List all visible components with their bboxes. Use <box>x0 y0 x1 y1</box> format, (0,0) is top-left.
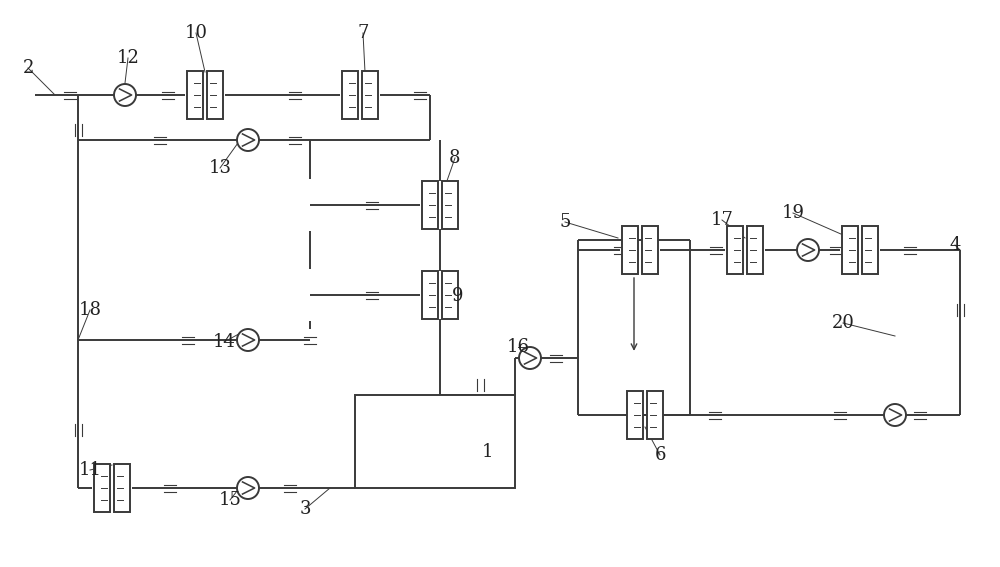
Bar <box>647 391 663 439</box>
Bar <box>627 391 643 439</box>
Text: 6: 6 <box>654 446 666 464</box>
Circle shape <box>237 477 259 499</box>
Bar <box>207 71 223 119</box>
Bar <box>187 71 203 119</box>
Circle shape <box>237 329 259 351</box>
Bar <box>727 226 743 274</box>
Text: 7: 7 <box>357 24 369 42</box>
Text: 5: 5 <box>559 213 571 231</box>
Bar <box>442 271 458 319</box>
Text: 4: 4 <box>949 236 961 254</box>
Text: 11: 11 <box>78 461 102 479</box>
Text: 2: 2 <box>22 59 34 77</box>
Text: 13: 13 <box>208 159 232 177</box>
Bar <box>342 71 358 119</box>
Bar <box>422 181 438 229</box>
Text: 12: 12 <box>117 49 139 67</box>
Bar <box>642 226 658 274</box>
Text: 16: 16 <box>507 338 530 356</box>
Bar <box>94 464 110 512</box>
Text: 17: 17 <box>711 211 733 229</box>
Text: 19: 19 <box>782 204 804 222</box>
Bar <box>355 395 515 488</box>
Text: 3: 3 <box>299 500 311 518</box>
Bar <box>422 271 438 319</box>
Circle shape <box>114 84 136 106</box>
Circle shape <box>519 347 541 369</box>
Text: 18: 18 <box>78 301 102 319</box>
Text: 10: 10 <box>184 24 208 42</box>
Circle shape <box>237 129 259 151</box>
Bar <box>842 226 858 274</box>
Bar <box>114 464 130 512</box>
Text: 15: 15 <box>219 491 241 509</box>
Circle shape <box>797 239 819 261</box>
Text: 9: 9 <box>452 287 464 305</box>
Text: 8: 8 <box>449 149 461 167</box>
Bar <box>747 226 763 274</box>
Bar <box>442 181 458 229</box>
Text: 1: 1 <box>482 443 494 461</box>
Bar <box>862 226 878 274</box>
Text: 14: 14 <box>213 333 235 351</box>
Text: 20: 20 <box>832 314 854 332</box>
Bar <box>622 226 638 274</box>
Circle shape <box>884 404 906 426</box>
Bar <box>362 71 378 119</box>
